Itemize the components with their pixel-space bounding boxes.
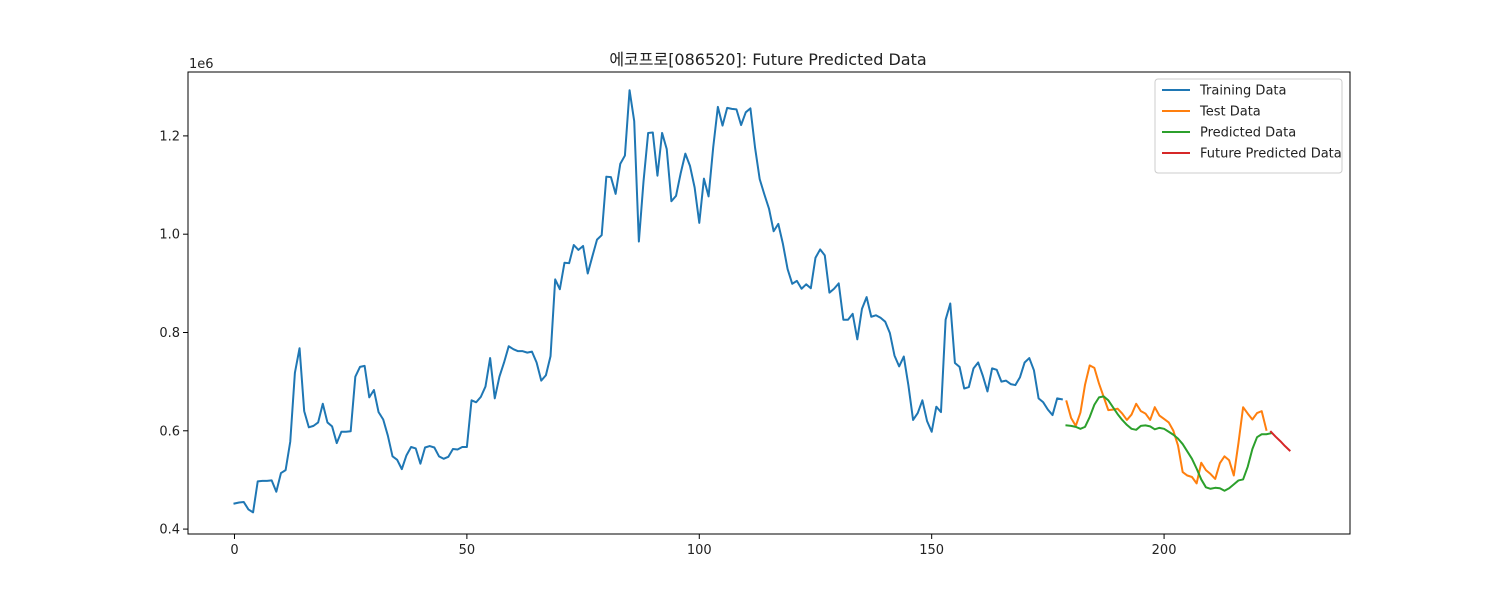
chart-legend: Training Data Test Data Predicted Data Futu…: [1154, 78, 1343, 174]
x-tick-label: 100: [687, 543, 712, 558]
series-line-training-data: [233, 89, 1064, 514]
x-tick-label: 150: [919, 543, 944, 558]
legend-label-predicted-data: Predicted Data: [1200, 126, 1296, 141]
series-line-test-data: [1065, 364, 1268, 485]
x-tick-label: 50: [459, 543, 476, 558]
series-line-predicted-data: [1065, 395, 1273, 492]
x-tick-label: 0: [230, 543, 238, 558]
y-axis: 0.4 0.6 0.8 1.0 1.2: [159, 129, 188, 538]
y-tick-label: 0.6: [159, 424, 180, 439]
legend-label-test-data: Test Data: [1199, 105, 1261, 120]
series-line-future-predicted-data: [1269, 430, 1291, 452]
y-axis-offset-label: 1e6: [189, 57, 214, 72]
plot-frame: [187, 71, 1351, 535]
y-tick-label: 1.0: [159, 228, 180, 243]
legend-box: [1154, 78, 1343, 174]
y-tick-label: 1.2: [159, 129, 180, 144]
x-axis: 0 50 100 150 200: [230, 534, 1176, 558]
series-layer: [233, 89, 1291, 514]
legend-label-future-predicted-data: Future Predicted Data: [1200, 147, 1342, 162]
y-tick-label: 0.8: [159, 326, 180, 341]
legend-label-training-data: Training Data: [1199, 84, 1286, 99]
x-tick-label: 200: [1152, 543, 1177, 558]
y-tick-label: 0.4: [159, 523, 180, 538]
chart-title: 에코프로[086520]: Future Predicted Data: [609, 50, 926, 69]
